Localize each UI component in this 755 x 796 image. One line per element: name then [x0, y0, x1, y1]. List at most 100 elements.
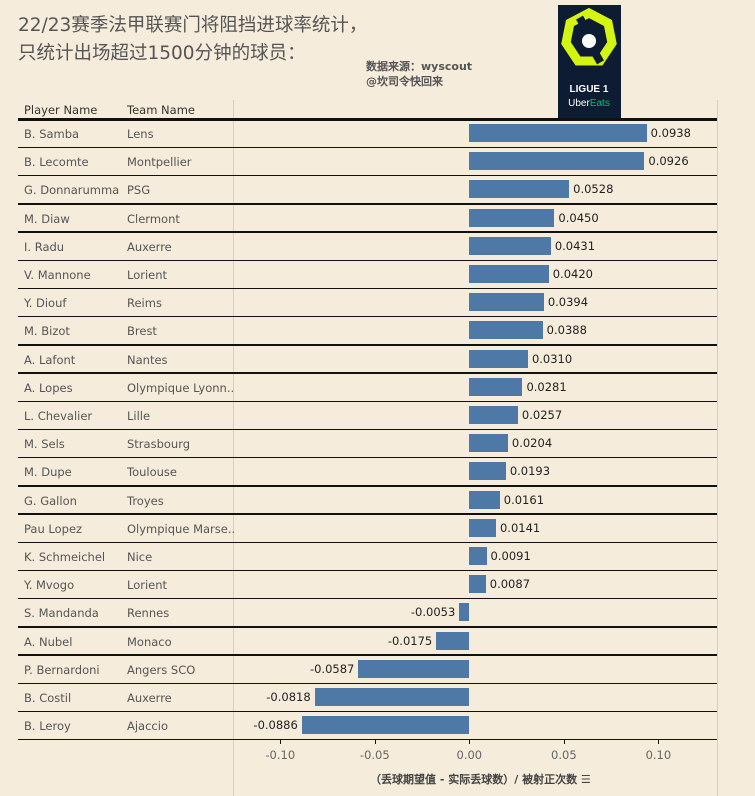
- sort-icon[interactable]: ☰: [580, 773, 591, 786]
- row-divider: [18, 710, 717, 713]
- plot-left-border: [233, 100, 234, 796]
- row-divider: [18, 428, 717, 431]
- team-name: Auxerre: [127, 691, 172, 705]
- row-divider: [18, 626, 717, 628]
- team-name: Clermont: [127, 211, 180, 226]
- row-divider: [18, 372, 717, 374]
- data-label: 0.0450: [558, 210, 599, 225]
- header-team-name[interactable]: Team Name: [127, 103, 195, 117]
- row-divider: [18, 315, 717, 318]
- bar[interactable]: [469, 434, 508, 453]
- data-label: 0.0141: [499, 520, 541, 535]
- team-name: Lorient: [127, 268, 168, 282]
- row-divider: [18, 174, 717, 177]
- x-axis-label: （丢球期望值 - 实际丢球数）/ 被射正次数 ☰: [370, 773, 591, 786]
- x-tick-label: 0.00: [456, 748, 483, 762]
- x-tick-label: -0.05: [359, 748, 390, 762]
- team-name: Monaco: [127, 634, 172, 649]
- player-name: G. Gallon: [24, 493, 77, 508]
- x-tick-label: -0.10: [265, 748, 296, 762]
- player-name: G. Donnarumma: [24, 183, 120, 198]
- team-name: Lens: [127, 127, 154, 141]
- team-name: Olympique Marse..: [127, 521, 236, 536]
- bar[interactable]: [469, 124, 647, 142]
- header-divider: [18, 118, 717, 121]
- data-label: 0.0431: [554, 238, 596, 253]
- row-divider: [18, 287, 717, 290]
- svg-text:LIGUE 1: LIGUE 1: [570, 84, 609, 95]
- player-name: Pau Lopez: [24, 521, 83, 536]
- bar[interactable]: [436, 631, 470, 650]
- team-name: Lille: [127, 409, 151, 423]
- x-tick-mark: [563, 739, 565, 744]
- team-name: Montpellier: [127, 155, 192, 170]
- bar[interactable]: [469, 349, 528, 368]
- row-divider: [18, 738, 717, 741]
- data-label: -0.0175: [387, 633, 433, 648]
- team-name: Ajaccio: [127, 719, 168, 734]
- data-label: 0.0310: [531, 351, 573, 366]
- team-name: Olympique Lyonn..: [127, 380, 235, 395]
- x-tick-mark: [658, 739, 660, 744]
- team-name: Auxerre: [127, 239, 172, 254]
- data-label: 0.0091: [490, 549, 531, 563]
- team-name: Reims: [127, 296, 162, 311]
- player-name: L. Chevalier: [24, 409, 93, 423]
- team-name: Brest: [127, 324, 157, 339]
- bar[interactable]: [314, 688, 470, 706]
- bar[interactable]: [358, 659, 470, 678]
- data-label: -0.0886: [253, 718, 298, 733]
- row-divider: [18, 344, 717, 346]
- data-label: 0.0394: [547, 295, 589, 310]
- player-name: B. Leroy: [24, 719, 71, 734]
- header-player-name[interactable]: Player Name: [24, 103, 98, 117]
- chart-title: 22/23赛季法甲联赛门将阻挡进球率统计， 只统计出场超过1500分钟的球员：: [18, 15, 368, 64]
- row-divider: [18, 569, 717, 572]
- bar[interactable]: [469, 236, 551, 255]
- bar[interactable]: [469, 490, 500, 509]
- bar[interactable]: [469, 406, 518, 424]
- bar[interactable]: [469, 518, 496, 537]
- row-divider: [18, 259, 717, 261]
- team-name: Nantes: [127, 352, 168, 367]
- bar[interactable]: [469, 265, 549, 283]
- row-divider: [18, 456, 717, 459]
- row-divider: [18, 541, 717, 543]
- player-name: M. Bizot: [24, 324, 70, 339]
- player-name: K. Schmeichel: [24, 550, 106, 564]
- data-label: -0.0053: [410, 605, 456, 620]
- row-divider: [18, 203, 717, 205]
- source-note: 数据来源：wyscout @坎司令快回来: [366, 60, 473, 88]
- player-name: S. Mandanda: [24, 606, 99, 621]
- row-divider: [18, 654, 717, 656]
- data-label: 0.0257: [521, 408, 563, 422]
- bar[interactable]: [469, 152, 645, 171]
- team-name: Angers SCO: [127, 662, 196, 677]
- player-name: Y. Diouf: [24, 296, 67, 311]
- player-name: I. Radu: [24, 239, 65, 254]
- data-label: 0.0388: [546, 323, 587, 338]
- row-divider: [18, 597, 717, 600]
- bar[interactable]: [469, 293, 544, 312]
- plot-right-border: [717, 100, 718, 796]
- x-tick-label: 0.05: [551, 748, 577, 762]
- x-tick-mark: [469, 739, 471, 744]
- data-label: 0.0281: [526, 379, 567, 394]
- bar[interactable]: [469, 180, 570, 199]
- bar[interactable]: [469, 377, 523, 396]
- bar[interactable]: [469, 321, 543, 340]
- x-tick-label: 0.10: [645, 748, 672, 762]
- bar[interactable]: [469, 462, 506, 481]
- bar[interactable]: [459, 603, 470, 622]
- player-name: A. Lopes: [24, 380, 73, 395]
- data-label: 0.0938: [650, 126, 691, 140]
- bar[interactable]: [301, 716, 470, 735]
- player-name: A. Nubel: [24, 634, 73, 649]
- data-label: 0.0204: [511, 436, 553, 451]
- bar[interactable]: [469, 547, 487, 565]
- bar[interactable]: [469, 575, 486, 594]
- data-label: 0.0193: [509, 464, 551, 479]
- row-divider: [18, 513, 717, 515]
- bar[interactable]: [469, 208, 555, 227]
